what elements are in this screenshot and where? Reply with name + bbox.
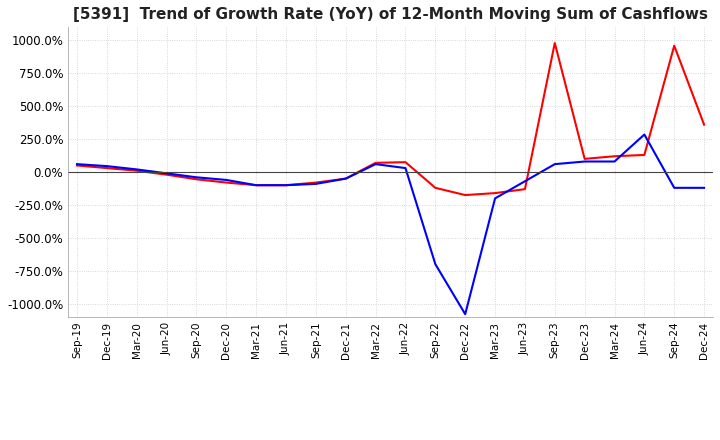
Free Cashflow bbox=[222, 177, 230, 183]
Operating Cashflow bbox=[610, 154, 618, 159]
Free Cashflow bbox=[640, 132, 649, 137]
Free Cashflow bbox=[162, 171, 171, 176]
Operating Cashflow bbox=[132, 168, 141, 173]
Line: Free Cashflow: Free Cashflow bbox=[77, 135, 704, 314]
Operating Cashflow bbox=[282, 183, 290, 188]
Free Cashflow bbox=[401, 165, 410, 171]
Operating Cashflow bbox=[670, 43, 678, 48]
Operating Cashflow bbox=[73, 163, 81, 168]
Operating Cashflow bbox=[192, 176, 201, 182]
Operating Cashflow bbox=[102, 165, 111, 171]
Operating Cashflow bbox=[491, 191, 500, 196]
Operating Cashflow bbox=[341, 176, 350, 181]
Line: Operating Cashflow: Operating Cashflow bbox=[77, 43, 704, 195]
Free Cashflow bbox=[431, 261, 440, 267]
Free Cashflow bbox=[580, 159, 589, 164]
Free Cashflow bbox=[132, 167, 141, 172]
Free Cashflow bbox=[282, 183, 290, 188]
Free Cashflow bbox=[372, 161, 380, 167]
Operating Cashflow bbox=[640, 152, 649, 158]
Operating Cashflow bbox=[580, 156, 589, 161]
Free Cashflow bbox=[461, 312, 469, 317]
Free Cashflow bbox=[610, 159, 618, 164]
Free Cashflow bbox=[700, 185, 708, 191]
Operating Cashflow bbox=[551, 40, 559, 46]
Free Cashflow bbox=[491, 196, 500, 201]
Free Cashflow bbox=[192, 175, 201, 180]
Free Cashflow bbox=[670, 185, 678, 191]
Operating Cashflow bbox=[401, 160, 410, 165]
Free Cashflow bbox=[521, 179, 529, 184]
Free Cashflow bbox=[102, 164, 111, 169]
Legend: Operating Cashflow, Free Cashflow: Operating Cashflow, Free Cashflow bbox=[223, 437, 558, 440]
Free Cashflow bbox=[73, 161, 81, 167]
Operating Cashflow bbox=[162, 172, 171, 177]
Operating Cashflow bbox=[521, 187, 529, 192]
Operating Cashflow bbox=[222, 180, 230, 185]
Operating Cashflow bbox=[700, 122, 708, 127]
Free Cashflow bbox=[341, 176, 350, 181]
Operating Cashflow bbox=[312, 180, 320, 185]
Operating Cashflow bbox=[252, 183, 261, 188]
Operating Cashflow bbox=[461, 192, 469, 198]
Free Cashflow bbox=[551, 161, 559, 167]
Title: [5391]  Trend of Growth Rate (YoY) of 12-Month Moving Sum of Cashflows: [5391] Trend of Growth Rate (YoY) of 12-… bbox=[73, 7, 708, 22]
Operating Cashflow bbox=[431, 185, 440, 191]
Free Cashflow bbox=[312, 181, 320, 187]
Free Cashflow bbox=[252, 183, 261, 188]
Operating Cashflow bbox=[372, 160, 380, 165]
